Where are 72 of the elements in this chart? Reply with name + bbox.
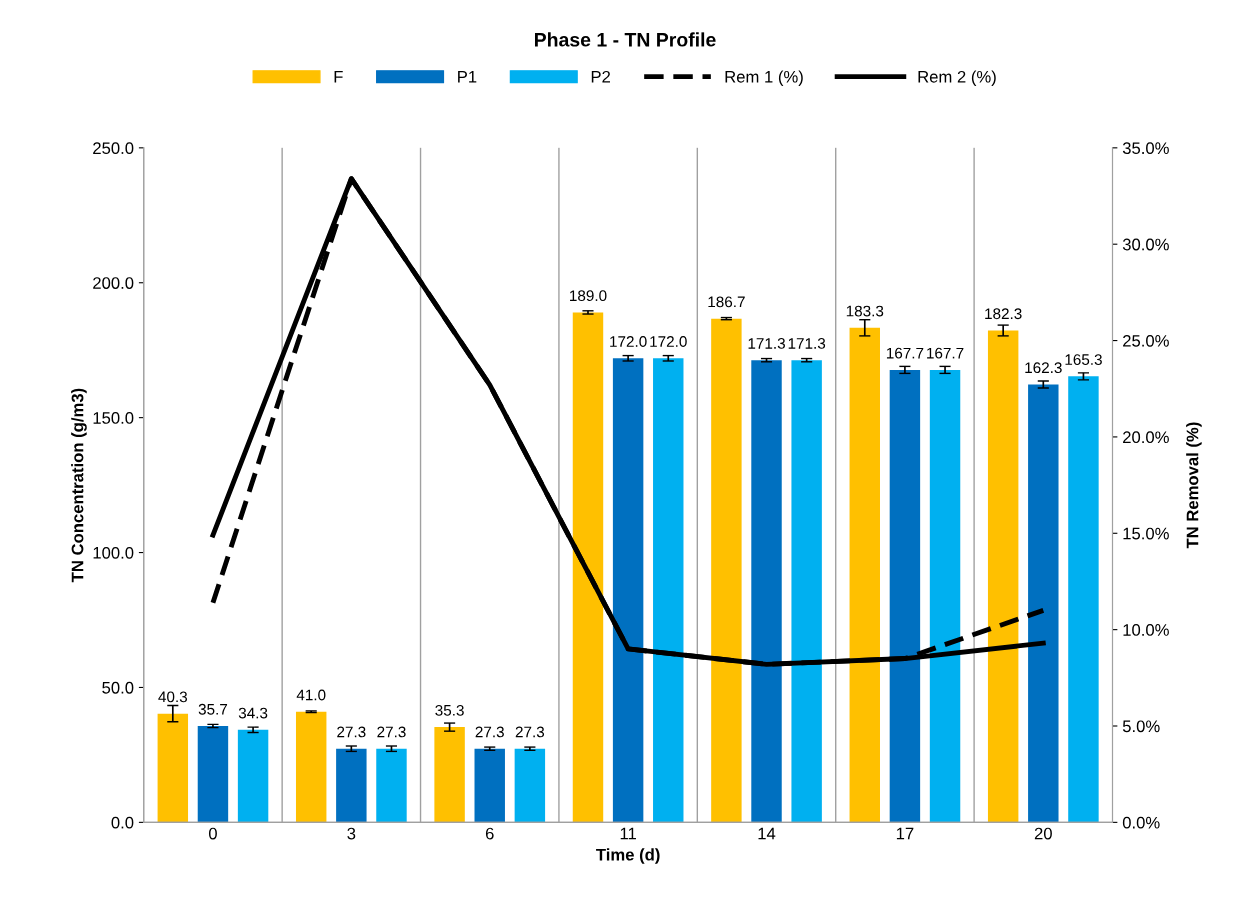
data-label: 171.3: [788, 338, 826, 349]
data-label: 27.3: [515, 726, 545, 738]
bar: [849, 327, 880, 823]
y-tick-label: 100.0: [93, 546, 134, 559]
x-tick-label: 6: [485, 827, 494, 840]
data-label: 171.3: [748, 338, 785, 349]
bar: [1028, 384, 1059, 823]
y-tick-label: 150.0: [93, 412, 134, 424]
y2-tick-label: 30.0%: [1122, 238, 1169, 251]
y2-tick-label: 0.0%: [1122, 816, 1160, 829]
x-tick-label: 11: [620, 827, 636, 840]
bar: [376, 748, 407, 823]
data-label: 182.3: [985, 308, 1022, 320]
legend-label: Rem 2 (%): [918, 70, 996, 86]
data-label: 34.3: [238, 707, 268, 719]
y2-tick-label: 25.0%: [1123, 334, 1169, 347]
x-tick-label: 20: [1034, 827, 1052, 840]
bar: [157, 713, 189, 823]
data-label: 35.3: [435, 704, 464, 716]
bar: [791, 360, 822, 823]
bar: [514, 748, 546, 823]
x-tick-label: 0: [208, 827, 217, 840]
y-tick-label: 250.0: [93, 142, 134, 155]
bar: [474, 748, 505, 823]
data-label: 172.0: [650, 336, 687, 347]
data-label: 167.7: [927, 347, 964, 359]
bar: [612, 358, 644, 823]
x-axis-title: Time (d): [596, 848, 660, 864]
y-tick-label: 0.0: [111, 816, 134, 829]
bar: [336, 748, 367, 823]
data-label: 162.3: [1025, 362, 1062, 374]
bar: [889, 369, 921, 823]
y-tick-label: 200.0: [93, 277, 134, 289]
bar: [987, 330, 1019, 823]
chart-title: Phase 1 - TN Profile: [535, 32, 716, 47]
y-axis-title: TN Concentration (g/m3): [71, 388, 87, 583]
x-tick-label: 17: [896, 827, 914, 840]
legend-label: F: [334, 71, 343, 83]
data-label: 27.3: [377, 726, 406, 738]
bar: [434, 727, 465, 823]
data-label: 27.3: [475, 726, 504, 738]
data-label: 167.7: [886, 347, 924, 359]
bar: [711, 318, 742, 823]
legend-label: Rem 1 (%): [725, 70, 803, 86]
bar: [197, 726, 229, 823]
y2-tick-label: 15.0%: [1123, 527, 1169, 540]
bar: [295, 711, 327, 823]
x-tick-label: 3: [347, 827, 356, 840]
bar: [1068, 376, 1099, 823]
legend-label: P1: [458, 71, 477, 83]
bar: [929, 369, 961, 823]
y2-tick-label: 20.0%: [1123, 431, 1169, 444]
y2-axis-title: TN Removal (%): [1186, 422, 1202, 549]
data-label: 27.3: [337, 726, 366, 738]
data-label: 189.0: [570, 290, 607, 302]
data-label: 41.0: [296, 689, 326, 701]
y2-tick-label: 5.0%: [1122, 720, 1160, 733]
data-label: 165.3: [1065, 354, 1102, 366]
legend-label: P2: [591, 70, 610, 83]
y2-tick-label: 10.0%: [1123, 624, 1169, 636]
bar: [653, 358, 684, 823]
data-label: 40.3: [158, 691, 188, 703]
data-label: 183.3: [846, 305, 884, 317]
bar: [237, 729, 269, 823]
bar: [751, 360, 782, 823]
data-label: 35.7: [198, 703, 228, 715]
bar: [572, 312, 604, 823]
data-label: 186.7: [708, 296, 745, 308]
y2-tick-label: 35.0%: [1122, 142, 1169, 155]
y-tick-label: 50.0: [102, 681, 134, 694]
x-tick-label: 14: [758, 827, 776, 840]
data-label: 172.0: [610, 336, 647, 347]
